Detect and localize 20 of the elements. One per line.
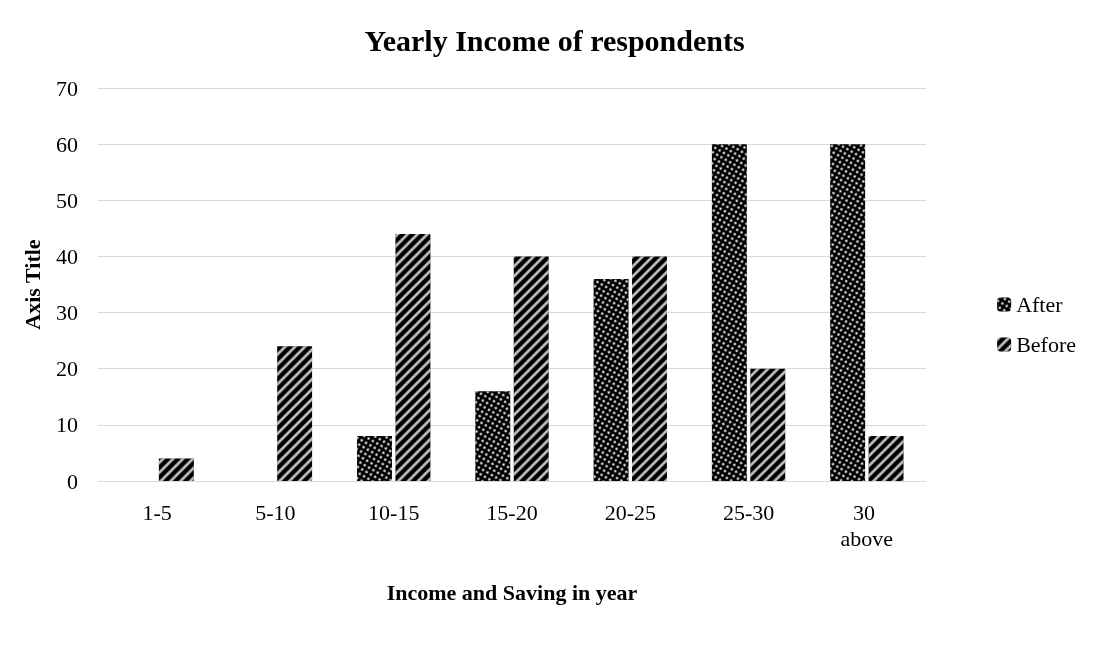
y-tick-label: 20 bbox=[56, 356, 78, 382]
y-tick-label: 40 bbox=[56, 243, 78, 269]
y-tick-label: 10 bbox=[56, 412, 78, 438]
legend-label: After bbox=[1016, 292, 1064, 317]
x-axis-title: Income and Saving in year bbox=[386, 579, 638, 605]
x-tick-label: 5-10 bbox=[255, 499, 296, 525]
x-tick-label: 15-20 bbox=[486, 499, 538, 525]
y-tick-label: 60 bbox=[56, 131, 78, 157]
legend-label: Before bbox=[1016, 332, 1076, 357]
y-tick-label: 70 bbox=[56, 75, 78, 101]
x-tick-label: 25-30 bbox=[722, 499, 775, 525]
chart-title: Yearly Income of respondents bbox=[364, 23, 745, 57]
x-tick-label: 30 above bbox=[840, 499, 894, 551]
y-tick-label: 50 bbox=[56, 187, 78, 213]
y-tick-label: 30 bbox=[56, 300, 78, 326]
y-tick-label: 0 bbox=[67, 468, 78, 494]
x-tick-label: 20-25 bbox=[604, 499, 656, 525]
x-tick-label: 1-5 bbox=[142, 499, 172, 525]
x-tick-label: 10-15 bbox=[368, 499, 420, 525]
y-axis-title: Axis Title bbox=[19, 239, 45, 330]
